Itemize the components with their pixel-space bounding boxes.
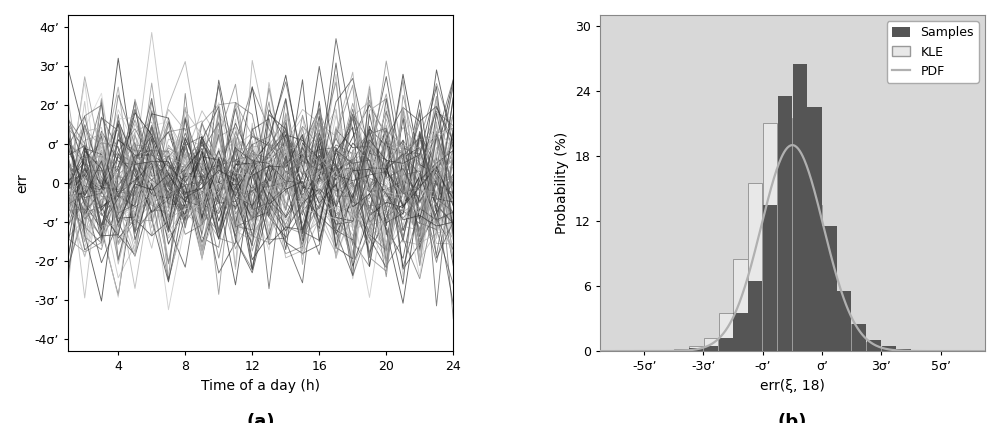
Bar <box>882 350 896 351</box>
Bar <box>867 340 881 351</box>
Bar <box>793 124 807 351</box>
Bar <box>733 259 748 351</box>
Bar <box>852 324 866 351</box>
Bar <box>882 346 896 351</box>
Bar <box>674 349 688 351</box>
Legend: Samples, KLE, PDF: Samples, KLE, PDF <box>887 21 979 83</box>
Bar <box>807 205 822 351</box>
Bar <box>778 96 792 351</box>
Bar <box>867 348 881 351</box>
PDF <box>594 349 606 354</box>
Bar <box>689 348 703 351</box>
Text: (b): (b) <box>778 413 807 423</box>
Bar <box>689 346 703 351</box>
Bar <box>807 107 822 351</box>
PDF <box>786 143 798 148</box>
X-axis label: Time of a day (h): Time of a day (h) <box>201 379 320 393</box>
Bar <box>822 226 837 351</box>
PDF <box>803 170 815 175</box>
PDF <box>824 249 836 254</box>
Bar <box>837 291 851 351</box>
Bar <box>778 118 792 351</box>
Bar <box>748 183 762 351</box>
Bar <box>837 324 851 351</box>
Line: PDF: PDF <box>600 145 985 351</box>
Bar <box>852 342 866 351</box>
PDF <box>779 148 791 153</box>
Text: (a): (a) <box>246 413 275 423</box>
Bar <box>763 205 777 351</box>
Bar <box>748 280 762 351</box>
Bar <box>793 64 807 351</box>
Bar <box>896 349 911 351</box>
X-axis label: err(ξ, 18): err(ξ, 18) <box>760 379 825 393</box>
PDF <box>777 152 789 157</box>
PDF <box>979 349 991 354</box>
Bar <box>822 291 837 351</box>
Y-axis label: err: err <box>15 173 29 193</box>
Bar <box>911 350 925 351</box>
Bar <box>763 124 777 351</box>
Bar <box>719 313 733 351</box>
Bar <box>704 338 718 351</box>
Bar <box>719 338 733 351</box>
Y-axis label: Probability (%): Probability (%) <box>555 132 569 234</box>
PDF <box>971 349 983 354</box>
Bar <box>704 346 718 351</box>
PDF <box>910 349 922 354</box>
Bar <box>733 313 748 351</box>
